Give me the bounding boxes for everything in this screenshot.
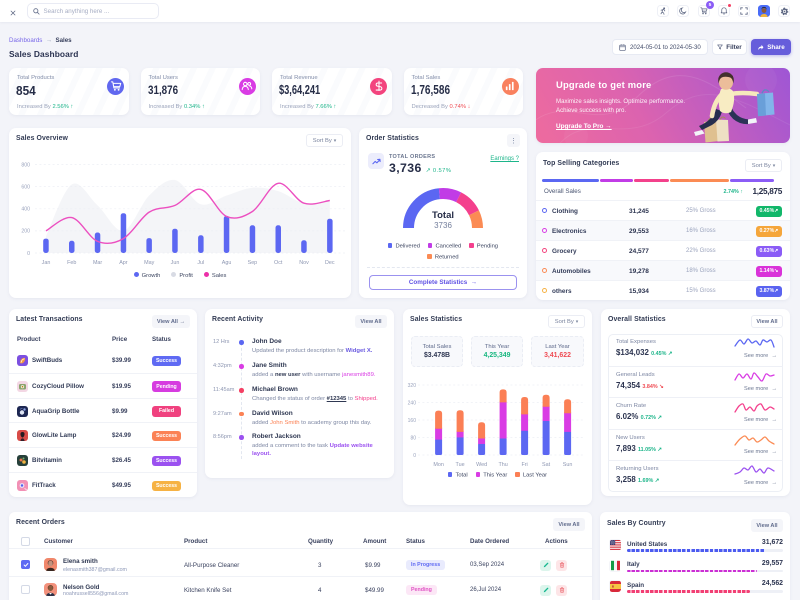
svg-text:Thu: Thu xyxy=(498,462,507,468)
svg-text:Tue: Tue xyxy=(456,462,465,468)
svg-text:Feb: Feb xyxy=(67,260,76,266)
svg-text:Sun: Sun xyxy=(563,462,573,468)
svg-text:0: 0 xyxy=(27,251,30,257)
svg-text:800: 800 xyxy=(21,162,30,168)
svg-text:400: 400 xyxy=(21,207,30,213)
svg-text:0: 0 xyxy=(413,453,416,459)
svg-text:Oct: Oct xyxy=(274,260,283,266)
svg-text:160: 160 xyxy=(408,418,417,424)
svg-text:Sat: Sat xyxy=(542,462,551,468)
svg-text:240: 240 xyxy=(408,400,417,406)
svg-text:Apr: Apr xyxy=(119,260,128,266)
svg-text:May: May xyxy=(144,260,154,266)
svg-text:80: 80 xyxy=(410,435,416,441)
svg-text:Mar: Mar xyxy=(93,260,102,266)
svg-text:600: 600 xyxy=(21,184,30,190)
svg-text:3736: 3736 xyxy=(434,221,452,230)
svg-text:Nov: Nov xyxy=(299,260,309,266)
svg-text:200: 200 xyxy=(21,229,30,235)
svg-text:Mon: Mon xyxy=(433,462,444,468)
svg-text:320: 320 xyxy=(408,383,417,389)
svg-text:Fri: Fri xyxy=(521,462,527,468)
svg-text:Sep: Sep xyxy=(248,260,258,266)
svg-text:Wed: Wed xyxy=(476,462,487,468)
svg-text:Dec: Dec xyxy=(325,260,335,266)
svg-text:Agu: Agu xyxy=(222,260,232,266)
svg-text:Total: Total xyxy=(432,210,454,221)
svg-text:Jul: Jul xyxy=(197,260,204,266)
svg-text:Jun: Jun xyxy=(171,260,180,266)
svg-text:Jan: Jan xyxy=(42,260,51,266)
